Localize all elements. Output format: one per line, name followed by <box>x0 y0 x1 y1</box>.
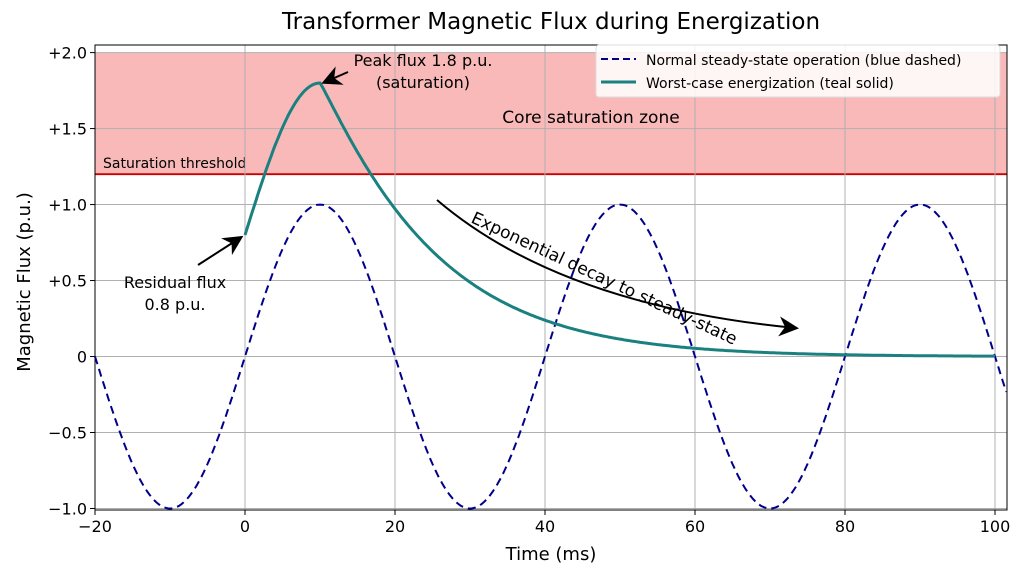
x-tick-label: 80 <box>835 517 855 536</box>
legend-label-energization: Worst-case energization (teal solid) <box>646 76 894 92</box>
chart-title: Transformer Magnetic Flux during Energiz… <box>281 9 820 35</box>
x-tick-label: 40 <box>535 517 555 536</box>
y-tick-label: +0.5 <box>48 272 87 291</box>
energization-flux-line <box>243 81 996 358</box>
residual-flux-label-2: 0.8 p.u. <box>145 295 206 314</box>
residual-flux-arrow <box>197 235 244 266</box>
peak-flux-label: Peak flux 1.8 p.u. <box>354 51 493 70</box>
saturation-threshold-label: Saturation threshold <box>103 156 246 172</box>
y-tick-label: −0.5 <box>48 424 87 443</box>
y-tick-label: +2.0 <box>48 44 87 63</box>
x-tick-label: 0 <box>240 517 250 536</box>
x-tick-label: 100 <box>980 517 1011 536</box>
plot-frame <box>94 44 1008 511</box>
peak-flux-arrow <box>321 66 349 85</box>
legend-box <box>595 44 1001 98</box>
y-tick-label: +1.0 <box>48 196 87 215</box>
x-tick-label: −20 <box>78 517 112 536</box>
y-tick-label: −1.0 <box>48 499 87 518</box>
y-axis-label: Magnetic Flux (p.u.) <box>14 192 35 372</box>
decay-arrow <box>436 199 799 337</box>
decay-label: Exponential decay to steady-state <box>468 208 740 349</box>
normal-flux-line <box>94 203 1008 510</box>
saturation-zone-label: Core saturation zone <box>502 108 679 128</box>
x-tick-label: 60 <box>685 517 705 536</box>
legend-label-normal: Normal steady-state operation (blue dash… <box>646 53 961 69</box>
y-tick-label: +1.5 <box>48 120 87 139</box>
residual-flux-label: Residual flux <box>124 273 226 292</box>
x-tick-label: 20 <box>385 517 405 536</box>
x-axis-label: Time (ms) <box>505 544 597 565</box>
peak-flux-label-2: (saturation) <box>376 73 470 92</box>
y-tick-label: 0 <box>77 348 87 367</box>
